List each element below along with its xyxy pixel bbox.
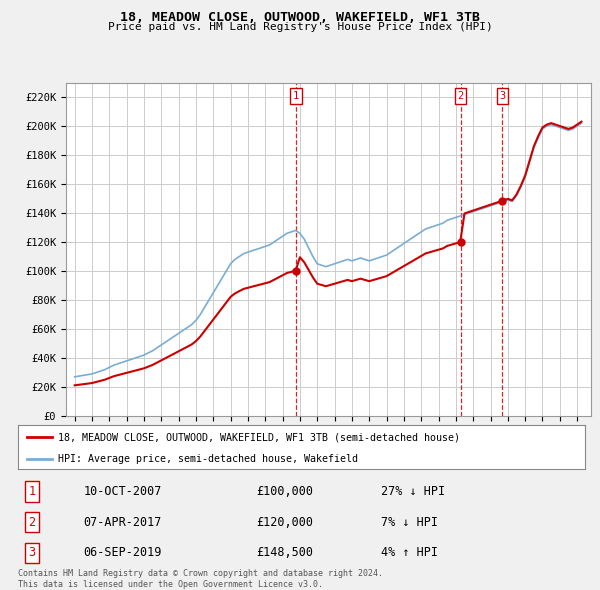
Text: 1: 1 <box>29 485 36 498</box>
Text: £120,000: £120,000 <box>256 516 313 529</box>
Text: 1: 1 <box>293 91 299 101</box>
Text: 06-SEP-2019: 06-SEP-2019 <box>83 546 161 559</box>
Text: Contains HM Land Registry data © Crown copyright and database right 2024.
This d: Contains HM Land Registry data © Crown c… <box>18 569 383 589</box>
Text: 10-OCT-2007: 10-OCT-2007 <box>83 485 161 498</box>
Text: £148,500: £148,500 <box>256 546 313 559</box>
Text: 2: 2 <box>457 91 464 101</box>
Text: 3: 3 <box>499 91 505 101</box>
Text: 3: 3 <box>29 546 36 559</box>
Text: 7% ↓ HPI: 7% ↓ HPI <box>381 516 438 529</box>
Text: 18, MEADOW CLOSE, OUTWOOD, WAKEFIELD, WF1 3TB (semi-detached house): 18, MEADOW CLOSE, OUTWOOD, WAKEFIELD, WF… <box>58 432 460 442</box>
Text: 2: 2 <box>29 516 36 529</box>
Text: HPI: Average price, semi-detached house, Wakefield: HPI: Average price, semi-detached house,… <box>58 454 358 464</box>
Text: 18, MEADOW CLOSE, OUTWOOD, WAKEFIELD, WF1 3TB: 18, MEADOW CLOSE, OUTWOOD, WAKEFIELD, WF… <box>120 11 480 24</box>
Text: 4% ↑ HPI: 4% ↑ HPI <box>381 546 438 559</box>
Text: 07-APR-2017: 07-APR-2017 <box>83 516 161 529</box>
Text: £100,000: £100,000 <box>256 485 313 498</box>
Text: Price paid vs. HM Land Registry's House Price Index (HPI): Price paid vs. HM Land Registry's House … <box>107 22 493 32</box>
Text: 27% ↓ HPI: 27% ↓ HPI <box>381 485 445 498</box>
